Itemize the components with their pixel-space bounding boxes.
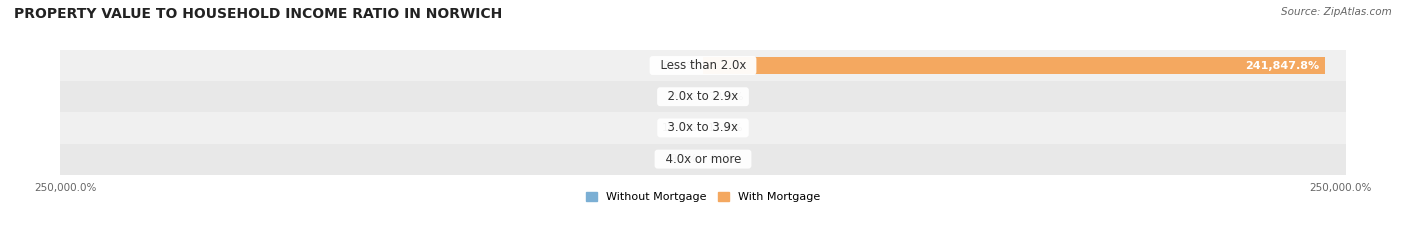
Bar xyxy=(703,57,1324,74)
Text: PROPERTY VALUE TO HOUSEHOLD INCOME RATIO IN NORWICH: PROPERTY VALUE TO HOUSEHOLD INCOME RATIO… xyxy=(14,7,502,21)
Bar xyxy=(60,81,1346,112)
Text: 3.0x to 3.9x: 3.0x to 3.9x xyxy=(661,121,745,134)
Text: Less than 2.0x: Less than 2.0x xyxy=(652,59,754,72)
Text: 73.9%: 73.9% xyxy=(709,92,744,102)
Text: 17.4%: 17.4% xyxy=(709,123,744,133)
Text: 9.1%: 9.1% xyxy=(669,92,697,102)
Bar xyxy=(60,50,1346,81)
Text: 2.0x to 2.9x: 2.0x to 2.9x xyxy=(661,90,745,103)
Text: Source: ZipAtlas.com: Source: ZipAtlas.com xyxy=(1281,7,1392,17)
Text: 18.2%: 18.2% xyxy=(662,123,697,133)
Text: 250,000.0%: 250,000.0% xyxy=(1309,183,1371,194)
Text: 4.0x or more: 4.0x or more xyxy=(658,153,748,166)
Text: 4.4%: 4.4% xyxy=(709,154,737,164)
Bar xyxy=(60,143,1346,175)
Legend: Without Mortgage, With Mortgage: Without Mortgage, With Mortgage xyxy=(586,192,820,202)
Text: 63.6%: 63.6% xyxy=(662,61,697,70)
Text: 250,000.0%: 250,000.0% xyxy=(35,183,97,194)
Text: 9.1%: 9.1% xyxy=(669,154,697,164)
Text: 241,847.8%: 241,847.8% xyxy=(1246,61,1320,70)
Bar xyxy=(60,112,1346,143)
